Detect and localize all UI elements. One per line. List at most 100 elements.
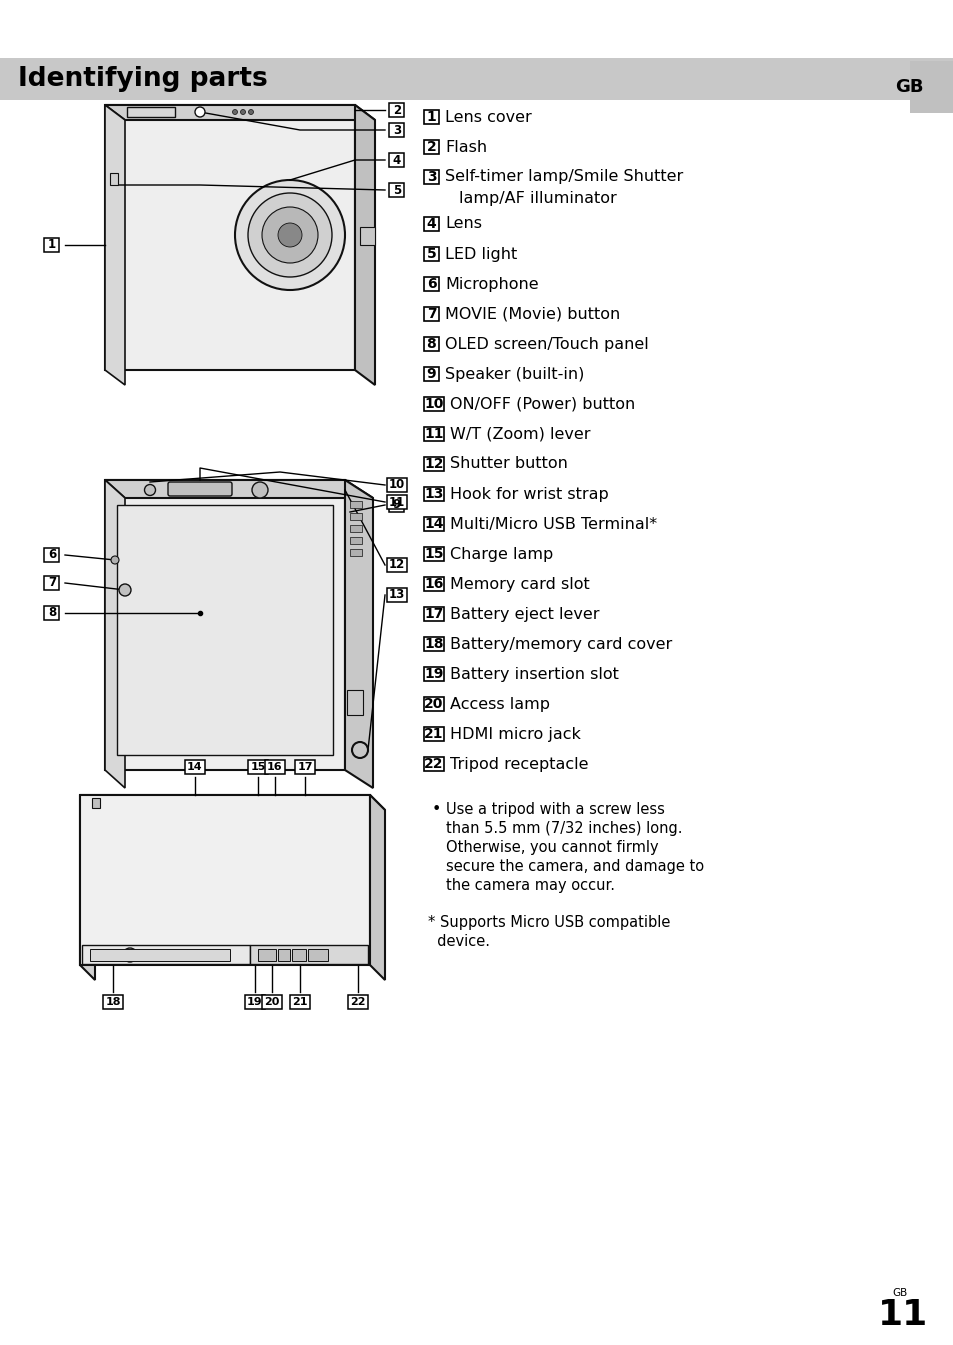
Text: 4: 4 [393,153,400,167]
Bar [350,549,361,555]
Bar [423,247,438,261]
Bar [423,728,443,741]
Text: 22: 22 [424,757,443,771]
Text: 3: 3 [393,124,400,136]
Text: 15: 15 [424,547,443,561]
Text: 9: 9 [393,499,400,511]
Bar [45,238,59,252]
Text: 18: 18 [424,638,443,651]
Text: MOVIE (Movie) button: MOVIE (Movie) button [444,307,619,321]
Text: Battery/memory card cover: Battery/memory card cover [450,636,672,651]
Text: 16: 16 [267,763,282,772]
Text: lamp/AF illuminator: lamp/AF illuminator [458,191,616,206]
Text: Use a tripod with a screw less: Use a tripod with a screw less [446,802,664,816]
Bar [423,169,438,184]
Bar [265,760,285,773]
Bar [110,174,118,186]
Polygon shape [250,946,368,964]
Bar [347,690,363,716]
Bar [248,760,268,773]
Text: 2: 2 [426,140,436,153]
Text: 14: 14 [187,763,203,772]
Bar [423,697,443,712]
Circle shape [233,109,237,114]
Text: HDMI micro jack: HDMI micro jack [450,726,580,741]
Text: 16: 16 [424,577,443,590]
Bar [185,760,205,773]
Bar [389,498,404,512]
Bar [350,537,361,543]
Polygon shape [80,795,370,964]
Polygon shape [105,480,373,498]
Text: 11: 11 [389,495,405,508]
Bar [45,607,59,620]
Bar [423,397,443,412]
Polygon shape [80,795,95,981]
Text: 18: 18 [105,997,121,1007]
Bar [90,950,230,960]
Text: •: • [431,802,440,816]
Bar [257,950,275,960]
FancyBboxPatch shape [168,482,232,496]
Bar [389,122,404,137]
Polygon shape [82,946,250,964]
Polygon shape [80,795,385,810]
Bar [423,140,438,153]
Bar [387,588,407,603]
Text: 6: 6 [426,277,436,291]
Circle shape [248,192,332,277]
Text: 8: 8 [48,607,56,620]
Bar [387,495,407,508]
Bar [423,307,438,321]
Bar [423,367,438,381]
Bar [350,525,361,533]
Circle shape [252,482,268,498]
Text: secure the camera, and damage to: secure the camera, and damage to [446,859,703,874]
Bar [350,500,361,508]
Text: 12: 12 [424,457,443,471]
Bar [262,995,282,1009]
Bar [294,760,314,773]
Text: W/T (Zoom) lever: W/T (Zoom) lever [450,426,590,441]
Bar [350,512,361,521]
Text: Memory card slot: Memory card slot [450,577,589,592]
Bar [423,547,443,561]
Circle shape [234,180,345,291]
Text: Self-timer lamp/Smile Shutter: Self-timer lamp/Smile Shutter [444,169,682,184]
Text: Charge lamp: Charge lamp [450,546,553,561]
Text: Battery insertion slot: Battery insertion slot [450,667,618,682]
Bar [423,577,443,590]
Text: Otherwise, you cannot firmly: Otherwise, you cannot firmly [446,841,658,855]
Bar [423,217,438,231]
Polygon shape [105,480,345,769]
Text: Microphone: Microphone [444,277,538,292]
Text: 17: 17 [297,763,313,772]
Text: GB: GB [891,1289,906,1298]
Text: 22: 22 [350,997,365,1007]
Text: 2: 2 [393,104,400,117]
Bar [308,950,328,960]
Text: Hook for wrist strap: Hook for wrist strap [450,487,608,502]
Text: 7: 7 [48,577,56,589]
Text: 1: 1 [426,110,436,124]
Text: Battery eject lever: Battery eject lever [450,607,598,621]
Text: device.: device. [428,933,490,950]
Text: Access lamp: Access lamp [450,697,550,712]
Bar [423,110,438,124]
Polygon shape [370,795,385,981]
Text: 20: 20 [264,997,279,1007]
Bar [423,487,443,500]
Text: * Supports Micro USB compatible: * Supports Micro USB compatible [428,915,670,929]
Polygon shape [355,105,375,385]
Circle shape [171,951,179,959]
Text: 21: 21 [424,728,443,741]
Circle shape [194,108,205,117]
Text: Lens cover: Lens cover [444,109,531,125]
Text: 7: 7 [426,307,436,321]
Bar [423,667,443,681]
Bar [423,457,443,471]
Bar [348,995,368,1009]
Bar [91,798,100,808]
Polygon shape [105,105,355,370]
Text: 14: 14 [424,516,443,531]
